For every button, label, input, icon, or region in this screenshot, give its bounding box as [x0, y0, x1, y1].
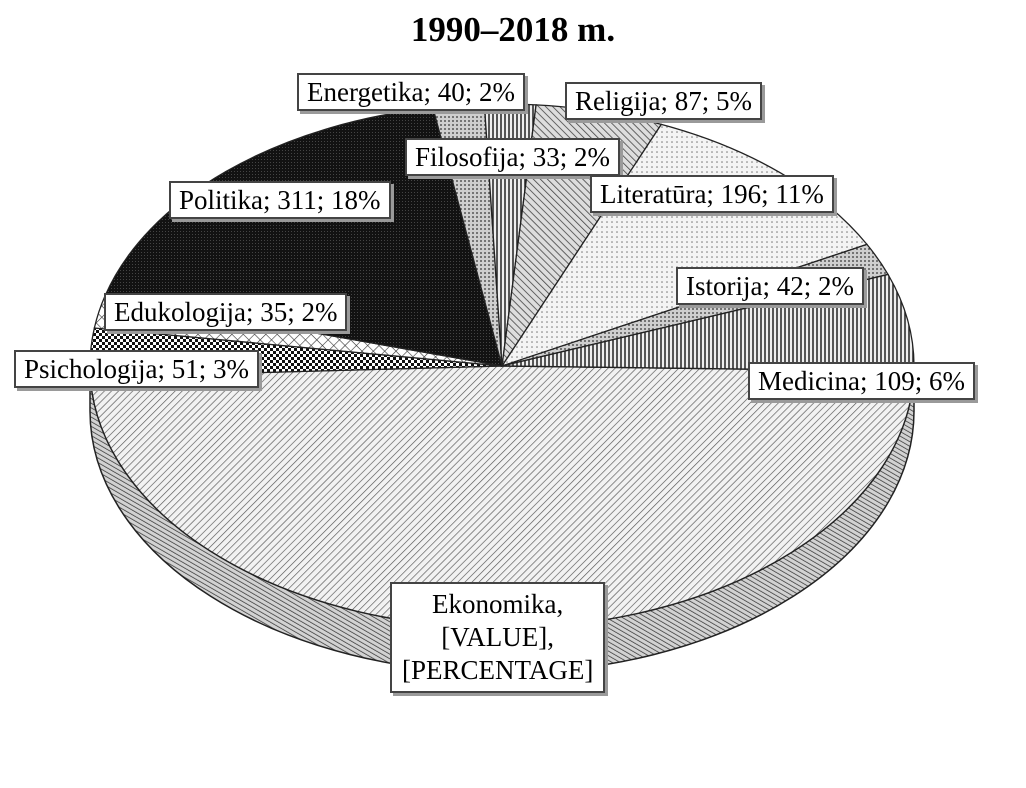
slice-label-politika: Politika; 311; 18% [169, 181, 391, 219]
slice-label-istorija: Istorija; 42; 2% [676, 267, 864, 305]
chart-title: 1990–2018 m. [410, 10, 616, 49]
slice-label-literat-ra: Literatūra; 196; 11% [590, 175, 834, 213]
slice-label-religija: Religija; 87; 5% [565, 82, 762, 120]
slice-label-ekonomika: Ekonomika, [VALUE], [PERCENTAGE] [390, 582, 606, 693]
slice-label-edukologija: Edukologija; 35; 2% [104, 293, 348, 331]
slice-label-psichologija: Psichologija; 51; 3% [14, 350, 259, 388]
slice-label-filosofija: Filosofija; 33; 2% [405, 138, 620, 176]
slice-label-energetika: Energetika; 40; 2% [297, 73, 525, 111]
slice-label-medicina: Medicina; 109; 6% [748, 362, 975, 400]
